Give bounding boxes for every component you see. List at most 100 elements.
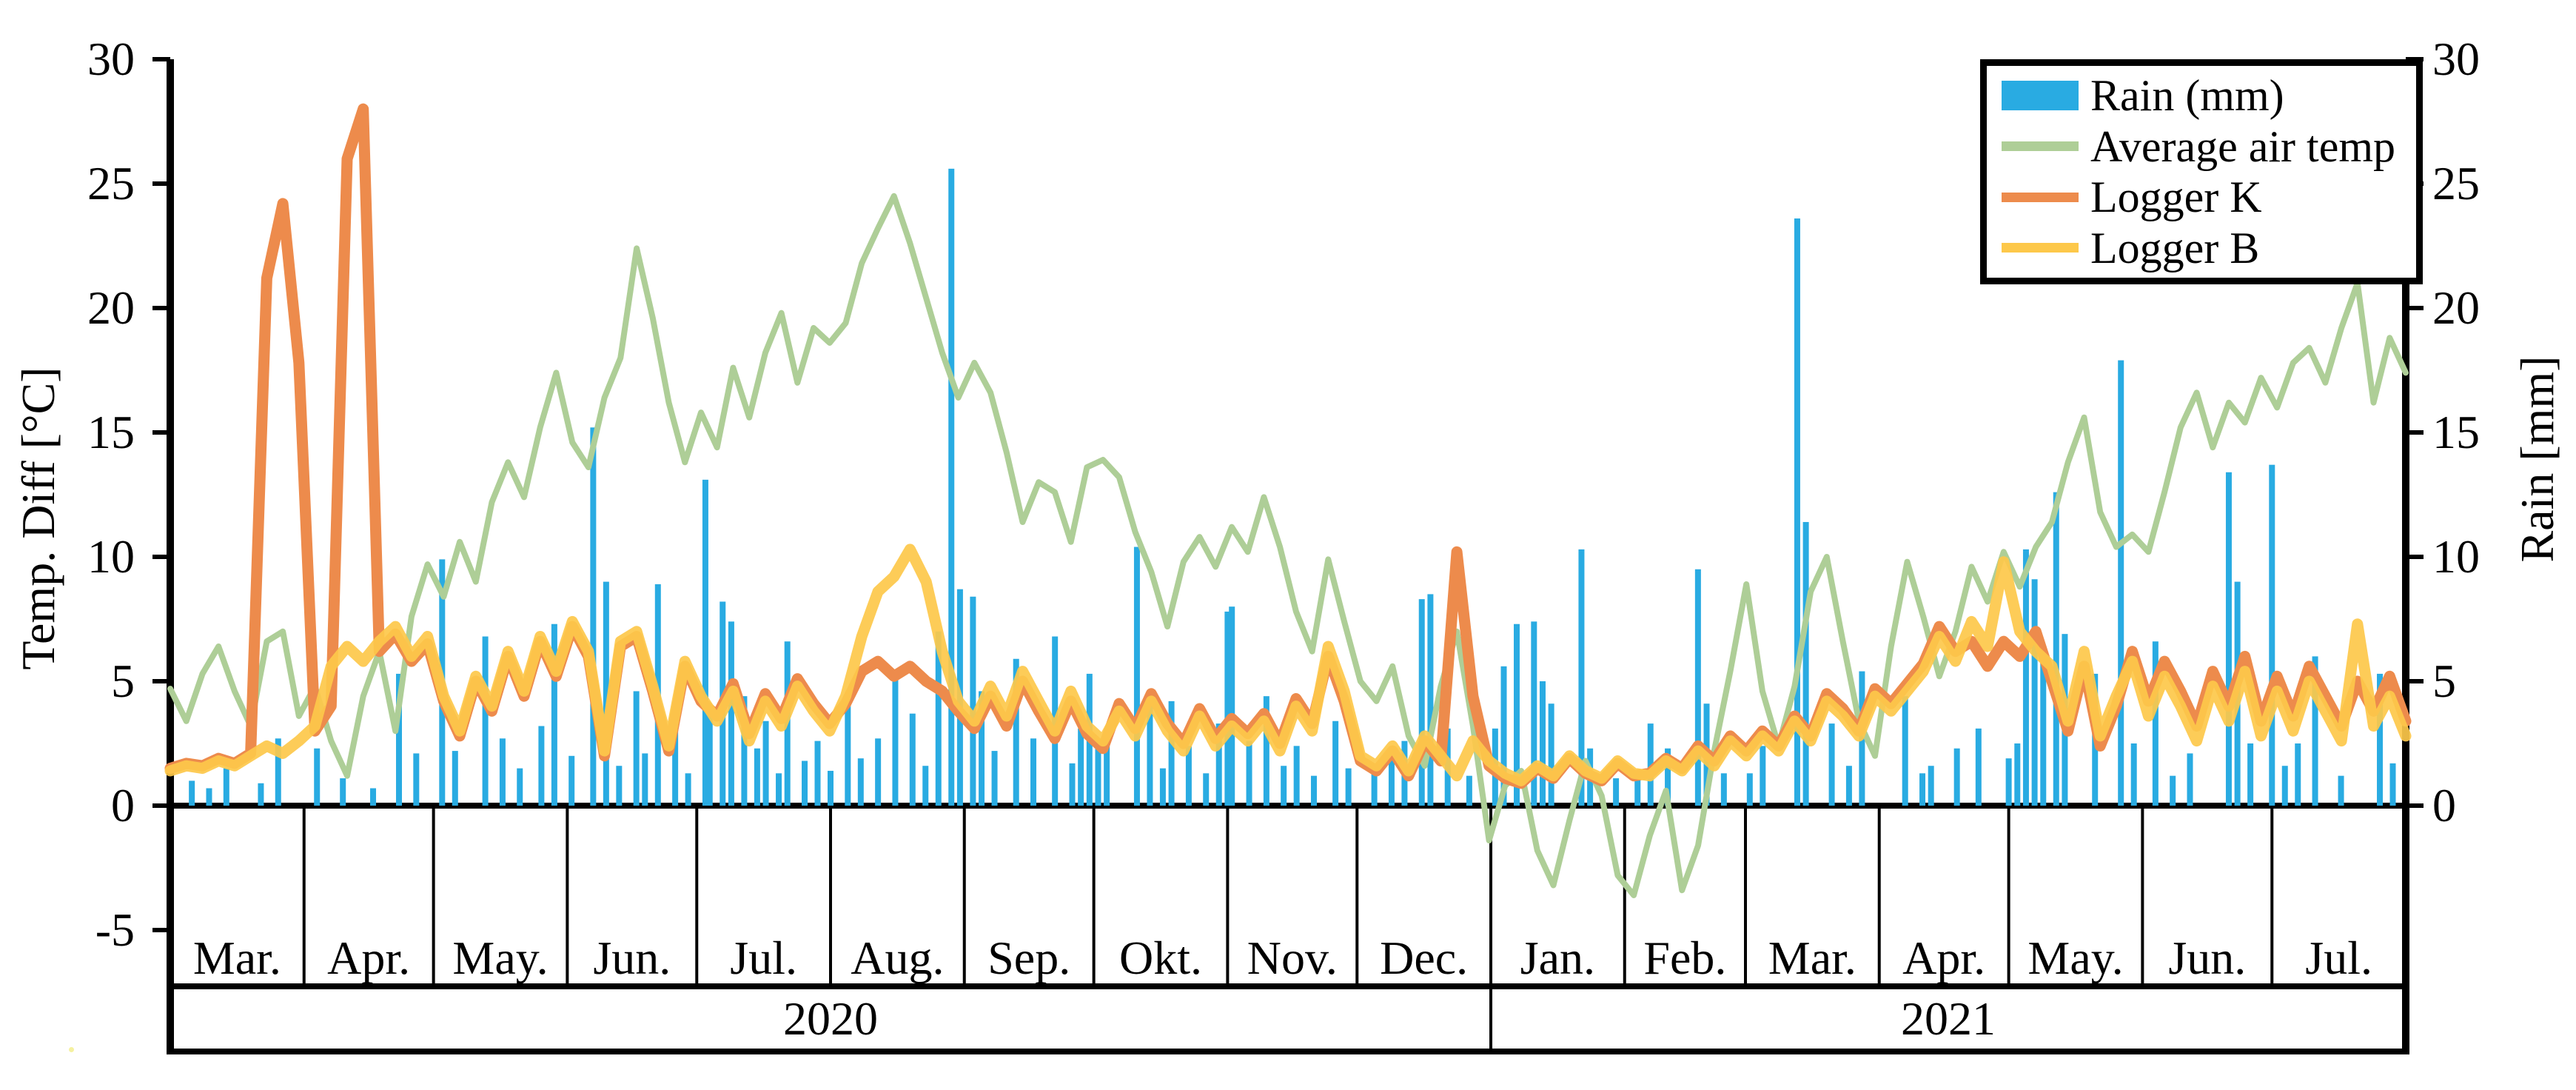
legend-label-logger-b: Logger B xyxy=(2090,223,2260,272)
rain-bar xyxy=(776,773,782,806)
rain-bar xyxy=(875,738,882,806)
rain-bar xyxy=(1281,766,1287,806)
stray-pixel-artifact xyxy=(69,1047,74,1052)
rain-bar xyxy=(340,778,346,806)
rain-bar xyxy=(1548,703,1554,806)
right-axis-title: Rain [mm] xyxy=(2511,355,2563,563)
rain-bar xyxy=(2014,743,2021,806)
rain-bar xyxy=(1427,594,1434,806)
legend-swatch-rain-icon xyxy=(2002,81,2079,111)
rain-bar xyxy=(2247,743,2254,806)
rain-bar xyxy=(603,581,609,806)
rain-bar xyxy=(1159,768,1166,806)
rain-bar xyxy=(2338,775,2344,806)
rain-bar xyxy=(499,738,506,806)
rain-bar xyxy=(1919,773,1926,806)
rain-bar xyxy=(2295,743,2301,806)
rain-bar xyxy=(2130,743,2137,806)
legend-box: Rain (mm) Average air temp Logger K Logger … xyxy=(1980,59,2423,284)
right-axis-tick-label: 15 xyxy=(2432,406,2480,458)
rain-bar xyxy=(2269,464,2275,806)
rain-bar xyxy=(762,720,769,806)
rain-bar xyxy=(1578,549,1585,806)
rain-bar xyxy=(2005,758,2012,806)
left-axis-tick-label: 0 xyxy=(111,779,135,832)
rain-bar xyxy=(2040,649,2047,806)
x-axis-year-label: 2020 xyxy=(783,992,878,1045)
rain-bar xyxy=(1746,773,1753,806)
rain-bar xyxy=(568,755,575,806)
rain-bar xyxy=(314,748,321,806)
rain-bar xyxy=(2152,641,2159,806)
left-axis-tick-label: 10 xyxy=(87,530,135,583)
rain-bar xyxy=(814,740,821,806)
rain-bar xyxy=(2031,579,2038,806)
x-axis-month-label: May. xyxy=(2027,932,2124,984)
x-axis-month-label: Mar. xyxy=(192,932,281,984)
right-axis-tick-label: 20 xyxy=(2432,281,2480,334)
rain-bar xyxy=(1953,748,1960,806)
rain-bar xyxy=(2118,360,2124,806)
rain-bar xyxy=(1095,748,1101,806)
x-axis-month-label: Nov. xyxy=(1247,932,1338,984)
rain-bar xyxy=(370,788,377,806)
rain-bar xyxy=(948,168,955,806)
rain-bar xyxy=(616,766,623,806)
legend-label-logger-k: Logger K xyxy=(2090,173,2262,222)
rain-bar xyxy=(1466,775,1472,806)
rain-bar xyxy=(1500,666,1507,806)
rain-bar xyxy=(538,726,545,806)
rain-bar xyxy=(1185,746,1192,806)
legend-swatch-logger-b-line-icon xyxy=(2002,243,2079,253)
rain-bar xyxy=(258,783,264,806)
rain-bar xyxy=(2187,753,2193,806)
rain-bar xyxy=(672,723,679,806)
rain-bar xyxy=(1634,775,1641,806)
x-axis-month-label: Apr. xyxy=(327,932,411,984)
rain-bar xyxy=(1694,569,1701,806)
rain-bar xyxy=(1078,728,1084,806)
rain-bar xyxy=(413,753,420,806)
legend-swatch-avg-air-temp-line-icon xyxy=(2002,141,2079,152)
rain-bar xyxy=(1371,770,1378,806)
rain-bar xyxy=(1902,696,1908,806)
rain-bar xyxy=(1104,728,1110,806)
right-axis-tick-label: 25 xyxy=(2432,157,2480,210)
rain-bar xyxy=(922,766,929,806)
rain-bar xyxy=(1975,728,1982,806)
rain-bar xyxy=(1928,766,1934,806)
rain-bar xyxy=(223,768,229,806)
rain-bar xyxy=(2377,673,2384,806)
rain-bar xyxy=(482,636,489,806)
x-axis-month-label: Jan. xyxy=(1520,932,1596,984)
rain-bar xyxy=(1760,746,1766,806)
rain-bar xyxy=(2281,766,2288,806)
rain-bar xyxy=(1215,723,1222,806)
rain-bar xyxy=(2170,775,2176,806)
rain-bar xyxy=(452,751,458,806)
rain-bar xyxy=(970,596,976,806)
rain-bar xyxy=(1613,778,1620,806)
rain-bar xyxy=(1246,740,1252,806)
rain-bar xyxy=(857,758,864,806)
rain-bar xyxy=(706,713,713,806)
left-axis-tick-label: 5 xyxy=(111,655,135,707)
rain-bar xyxy=(979,691,985,806)
legend-item-logger-k: Logger K xyxy=(2002,173,2416,221)
x-axis-month-label: May. xyxy=(452,932,549,984)
rain-bar xyxy=(845,701,851,806)
rain-bar xyxy=(1665,748,1671,806)
rain-bar xyxy=(189,780,195,806)
legend-swatch-logger-k-line-icon xyxy=(2002,192,2079,202)
rain-bar xyxy=(802,760,808,806)
right-axis-tick-label: 5 xyxy=(2432,655,2456,707)
rain-bar xyxy=(1720,773,1727,806)
x-axis-month-label: Dec. xyxy=(1380,932,1469,984)
x-axis-month-label: Okt. xyxy=(1119,932,1202,984)
rain-bar xyxy=(1418,599,1425,806)
x-axis-month-label: Jul. xyxy=(2305,932,2372,984)
rain-bar xyxy=(2312,656,2318,806)
rain-bar xyxy=(1203,773,1210,806)
rain-bar xyxy=(395,673,402,806)
